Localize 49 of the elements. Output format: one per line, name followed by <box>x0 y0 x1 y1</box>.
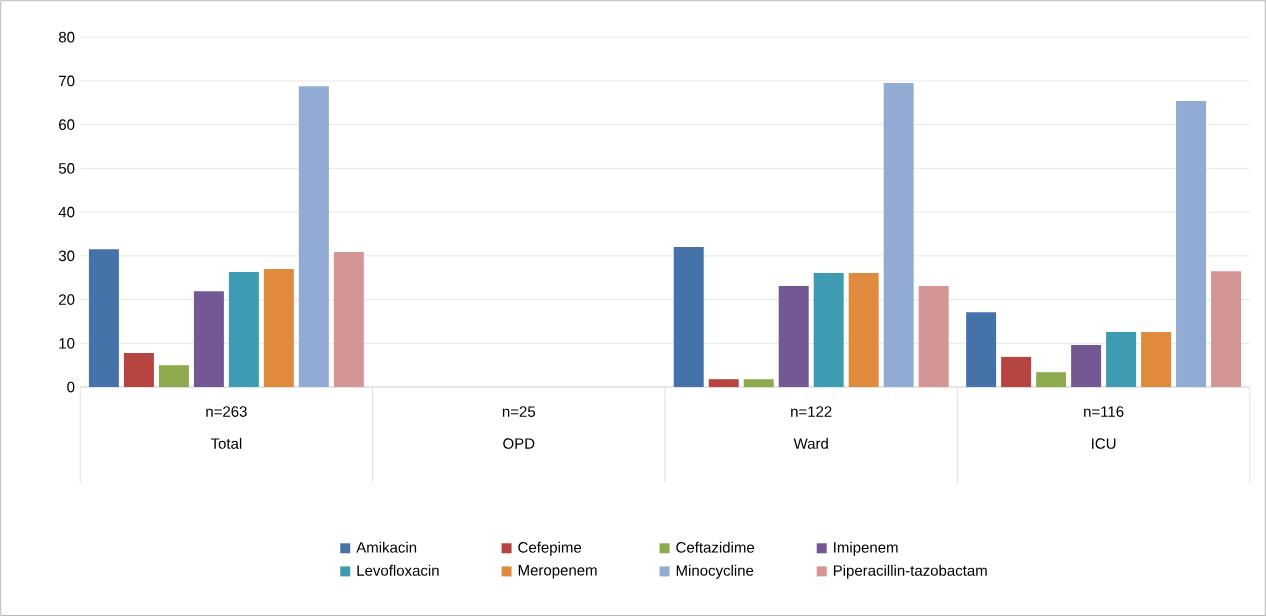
bar <box>848 272 879 387</box>
bar <box>228 271 259 387</box>
legend-label: Cefepime <box>518 541 582 556</box>
y-tick-label: 60 <box>59 119 75 130</box>
bar <box>1176 100 1207 387</box>
x-tick-label: ICU <box>1092 438 1116 449</box>
bar <box>708 379 739 387</box>
legend-label: Levofloxacin <box>357 564 439 576</box>
bar <box>778 285 809 387</box>
text: n=263 <box>206 406 247 417</box>
bar <box>1071 345 1102 387</box>
y-tick-label: 30 <box>58 250 75 262</box>
bar <box>123 352 154 387</box>
x-tick-label: Total <box>210 437 242 449</box>
bar <box>743 379 774 387</box>
legend-label: Piperacillin-tazobactam <box>833 564 987 579</box>
bar <box>298 86 329 387</box>
legend-label: Amikacin <box>356 541 417 553</box>
bar <box>813 272 844 387</box>
y-tick-label: 70 <box>59 75 75 87</box>
bar <box>333 251 364 387</box>
y-tick-label: 40 <box>58 206 75 218</box>
bar <box>918 285 949 387</box>
legend-label: Imipenem <box>834 541 898 556</box>
bar <box>263 268 294 387</box>
text: n=122 <box>791 406 832 417</box>
legend-label: Minocycline <box>676 564 754 579</box>
bar <box>88 249 119 387</box>
bar <box>1211 271 1242 387</box>
bar <box>193 291 224 387</box>
legend-label: Meropenem <box>518 565 597 579</box>
bar <box>966 312 997 387</box>
x-tick-label: Ward <box>793 437 828 449</box>
y-tick-label: 10 <box>59 337 75 349</box>
y-tick-label: 0 <box>67 381 75 393</box>
bar <box>1141 331 1172 387</box>
x-tick-label: OPD <box>503 438 535 449</box>
bar <box>1106 331 1137 387</box>
y-tick-label: 20 <box>59 294 75 305</box>
text: n=116 <box>1084 406 1124 417</box>
y-tick-label: 50 <box>58 162 75 174</box>
legend-label: Ceftazidime <box>676 541 755 553</box>
y-tick-label: 80 <box>58 31 75 43</box>
bar <box>1001 356 1032 387</box>
text: n=25 <box>502 406 536 417</box>
bar <box>1036 372 1067 387</box>
bar <box>158 365 189 387</box>
bar <box>883 83 914 387</box>
bar <box>673 247 704 387</box>
